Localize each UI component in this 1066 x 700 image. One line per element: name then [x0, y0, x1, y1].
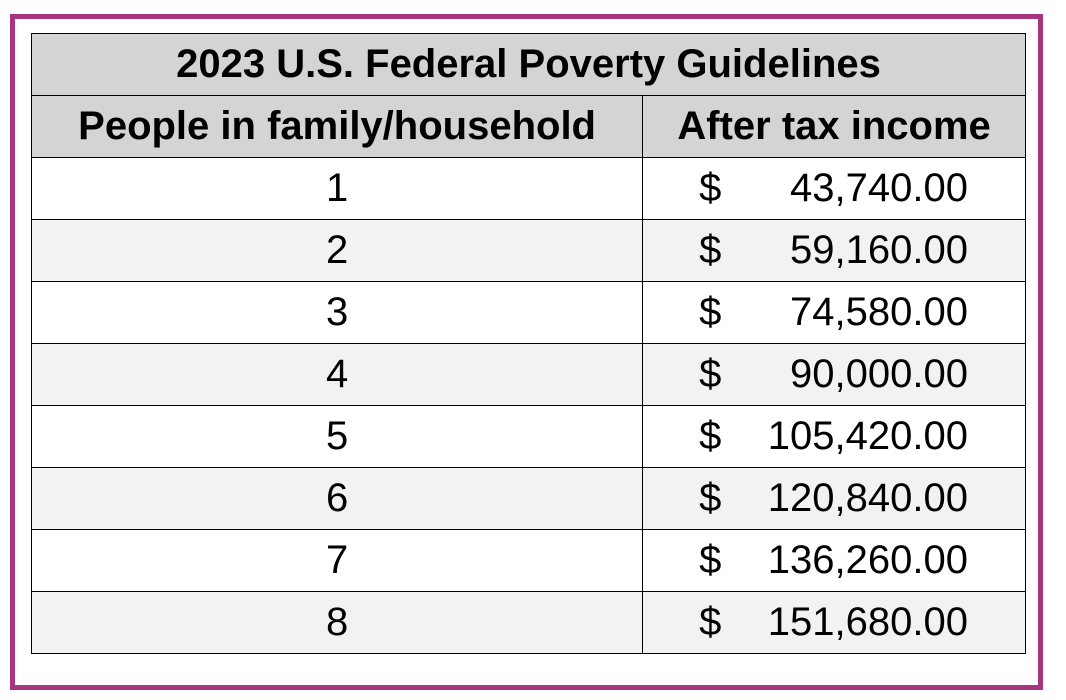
- currency-symbol: $: [699, 352, 722, 396]
- currency-symbol: $: [699, 290, 722, 334]
- currency-symbol: $: [699, 476, 722, 520]
- poverty-guidelines-table: 2023 U.S. Federal Poverty Guidelines Peo…: [30, 33, 1026, 654]
- table-row: 4 $90,000.00: [30, 343, 1026, 406]
- currency-symbol: $: [699, 538, 722, 582]
- income-value: 120,840.00: [767, 476, 968, 520]
- people-cell: 7: [30, 529, 644, 592]
- income-cell: $90,000.00: [642, 343, 1026, 406]
- people-cell: 4: [30, 343, 644, 406]
- people-cell: 2: [30, 219, 644, 282]
- income-cell: $43,740.00: [642, 157, 1026, 220]
- currency-symbol: $: [699, 228, 722, 272]
- income-cell: $151,680.00: [642, 591, 1026, 654]
- people-cell: 5: [30, 405, 644, 468]
- currency-symbol: $: [699, 166, 722, 210]
- currency-symbol: $: [699, 600, 722, 644]
- people-cell: 1: [30, 157, 644, 220]
- page-frame: 2023 U.S. Federal Poverty Guidelines Peo…: [10, 14, 1043, 690]
- income-value: 105,420.00: [767, 414, 968, 458]
- income-value: 59,160.00: [790, 228, 968, 272]
- people-cell: 6: [30, 467, 644, 530]
- currency-symbol: $: [699, 414, 722, 458]
- income-value: 90,000.00: [790, 352, 968, 396]
- income-value: 151,680.00: [767, 600, 968, 644]
- income-value: 43,740.00: [790, 166, 968, 210]
- table-row: 2 $59,160.00: [30, 219, 1026, 282]
- column-header-income: After tax income: [642, 95, 1026, 158]
- table-row: 1 $43,740.00: [30, 157, 1026, 220]
- table-title: 2023 U.S. Federal Poverty Guidelines: [31, 33, 1026, 96]
- table-row: 7 $136,260.00: [30, 529, 1026, 592]
- table-body: 1 $43,740.00 2 $59,160.00 3 $74,580.00 4…: [30, 157, 1026, 654]
- table-row: 5 $105,420.00: [30, 405, 1026, 468]
- income-cell: $74,580.00: [642, 281, 1026, 344]
- income-value: 136,260.00: [767, 538, 968, 582]
- column-header-people: People in family/household: [30, 95, 644, 158]
- income-cell: $105,420.00: [642, 405, 1026, 468]
- people-cell: 8: [30, 591, 644, 654]
- income-cell: $120,840.00: [642, 467, 1026, 530]
- table-row: 8 $151,680.00: [30, 591, 1026, 654]
- table-row: 3 $74,580.00: [30, 281, 1026, 344]
- people-cell: 3: [30, 281, 644, 344]
- table-row: 6 $120,840.00: [30, 467, 1026, 530]
- income-cell: $59,160.00: [642, 219, 1026, 282]
- income-value: 74,580.00: [790, 290, 968, 334]
- income-cell: $136,260.00: [642, 529, 1026, 592]
